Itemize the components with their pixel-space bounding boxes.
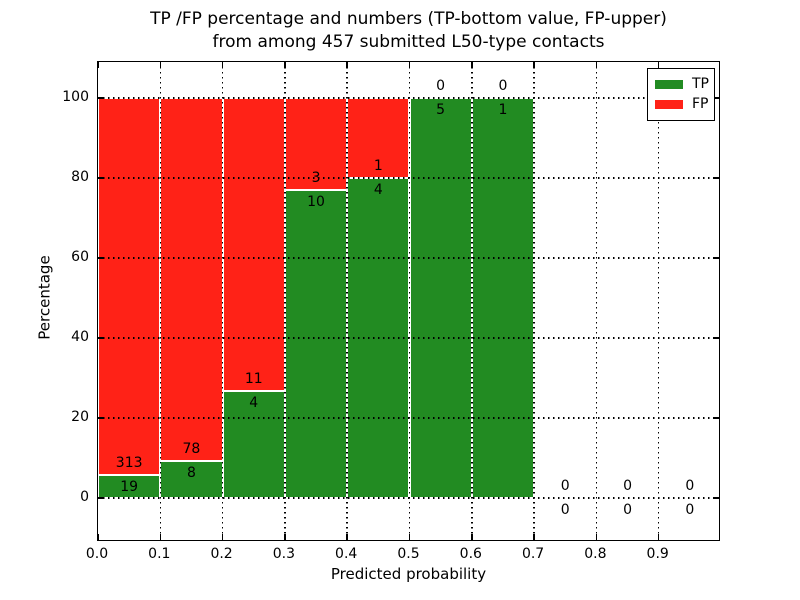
x-tick-mark-bottom [408,534,411,540]
plot-area: 313 19 78 8 11 4 3 10 1 4 0 5 0 1 0 0 0 0 0 0 TP FP [97,61,721,542]
legend: TP FP [647,68,715,121]
x-tick-label: 0.6 [459,546,482,562]
bar-count-fp: 313 [115,455,143,472]
ticks-layer [97,62,719,540]
bar-count-tp: 5 [436,102,446,118]
y-axis-title: Percentage [35,255,54,340]
chart-title-line1: TP /FP percentage and numbers (TP-bottom… [150,9,667,29]
grid-layer [98,62,721,542]
x-tick-mark-top [97,62,99,68]
y-tick-label: 20 [71,409,89,425]
legend-label-fp: FP [692,96,709,112]
y-tick-label: 0 [80,489,89,505]
gridline-vertical [408,62,411,542]
y-tick-mark-left [98,257,104,259]
bar-count-fp: 0 [498,78,508,94]
gridline-vertical [657,62,660,542]
gridline-vertical [284,62,286,542]
bar-count-tp: 0 [623,502,632,518]
x-tick-mark-bottom [471,534,473,540]
x-tick-label: 0.1 [148,546,171,562]
y-tick-mark-left [98,177,104,179]
chart-title: TP /FP percentage and numbers (TP-bottom… [97,8,720,54]
legend-swatch-tp [655,79,683,89]
bar-count-fp: 0 [560,478,570,494]
x-tick-mark-top [159,62,162,68]
x-tick-mark-bottom [657,534,660,540]
bar-count-tp: 19 [120,479,139,496]
y-tick-mark-left [98,97,104,99]
x-tick-mark-top [471,62,473,68]
y-tick-mark-right [713,97,719,99]
x-tick-mark-bottom [97,534,99,540]
x-tick-label: 0.7 [521,546,545,562]
x-tick-mark-bottom [284,534,286,540]
x-tick-mark-bottom [221,534,224,540]
y-tick-label: 100 [62,89,89,105]
y-tick-mark-right [713,257,719,259]
bar-count-fp: 0 [436,78,446,94]
x-tick-label: 0.0 [85,546,109,562]
bar-count-fp: 3 [311,170,321,187]
y-tick-mark-right [713,497,719,499]
x-tick-mark-top [284,62,286,68]
y-tick-label: 60 [71,249,89,265]
gridline-vertical [471,62,473,542]
legend-swatch-fp [655,99,683,109]
legend-label-tp: TP [692,76,709,92]
x-axis-title: Predicted probability [330,565,487,583]
gridline-vertical [346,62,348,542]
bar-segment-fp [98,98,161,476]
bar-count-tp: 4 [373,182,383,198]
x-tick-mark-top [595,62,598,68]
y-tick-label: 40 [71,329,89,345]
bar-count-tp: 1 [498,102,508,118]
x-tick-label: 0.5 [397,546,420,562]
gridline-vertical [159,62,162,542]
bar-count-fp: 78 [182,440,201,457]
bar-count-tp: 10 [307,194,325,211]
legend-row-fp: FP [655,94,709,114]
gridline-vertical [533,62,535,542]
chart-title-line2: from among 457 submitted L50-type contac… [212,32,605,52]
bar-count-fp: 1 [373,158,383,174]
bar-count-fp: 11 [244,371,263,388]
bar-count-tp: 8 [186,464,196,481]
x-tick-mark-top [408,62,411,68]
y-tick-mark-right [713,337,719,339]
x-tick-mark-bottom [346,534,348,540]
x-tick-label: 0.4 [335,546,358,562]
bar-count-tp: 0 [685,502,695,518]
y-tick-mark-left [98,337,104,339]
legend-row-tp: TP [655,74,709,94]
x-tick-label: 0.9 [646,546,669,562]
x-tick-mark-top [221,62,224,68]
y-tick-label: 80 [71,169,89,185]
bar-count-labels-layer: 313 19 78 8 11 4 3 10 1 4 0 5 0 1 0 0 0 0 0 0 [98,62,719,540]
x-tick-label: 0.8 [584,546,607,562]
y-tick-mark-left [98,497,104,499]
x-tick-label: 0.3 [272,546,296,562]
y-tick-mark-right [713,417,719,419]
y-tick-mark-left [98,417,104,419]
y-tick-mark-right [713,177,719,179]
bars-layer [98,62,719,540]
x-tick-mark-bottom [533,534,535,540]
x-tick-mark-top [346,62,348,68]
bar-count-fp: 0 [685,478,695,494]
gridline-vertical [595,62,598,542]
x-tick-mark-top [533,62,535,68]
x-tick-label: 0.2 [210,546,233,562]
bar-count-tp: 0 [560,502,570,518]
bar-segment-fp [160,98,223,461]
x-tick-mark-bottom [159,534,162,540]
x-tick-mark-bottom [595,534,598,540]
bar-count-fp: 0 [623,478,632,494]
bar-count-tp: 4 [249,395,259,412]
x-tick-mark-top [657,62,660,68]
gridline-vertical [221,62,224,542]
bar-segment-tp [409,98,472,498]
